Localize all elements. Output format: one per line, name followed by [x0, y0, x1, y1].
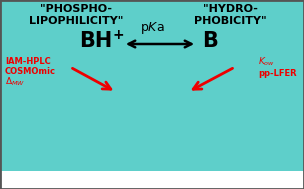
Text: $K_{ow}$: $K_{ow}$	[258, 56, 275, 68]
Text: COSMOmic: COSMOmic	[5, 67, 56, 77]
Text: $\Delta_{MW}$: $\Delta_{MW}$	[5, 76, 25, 88]
Text: "PHOSPHO-
LIPOPHILICITY": "PHOSPHO- LIPOPHILICITY"	[29, 4, 123, 26]
Text: "HYDRO-
PHOBICITY": "HYDRO- PHOBICITY"	[194, 4, 266, 26]
Text: IAM-HPLC: IAM-HPLC	[5, 57, 51, 67]
Text: B: B	[202, 31, 218, 51]
Polygon shape	[0, 171, 304, 189]
Text: BH: BH	[79, 31, 112, 51]
Text: p$\mathit{K}$a: p$\mathit{K}$a	[140, 20, 164, 36]
Text: +: +	[112, 28, 124, 42]
Text: pp-LFER: pp-LFER	[258, 68, 297, 77]
